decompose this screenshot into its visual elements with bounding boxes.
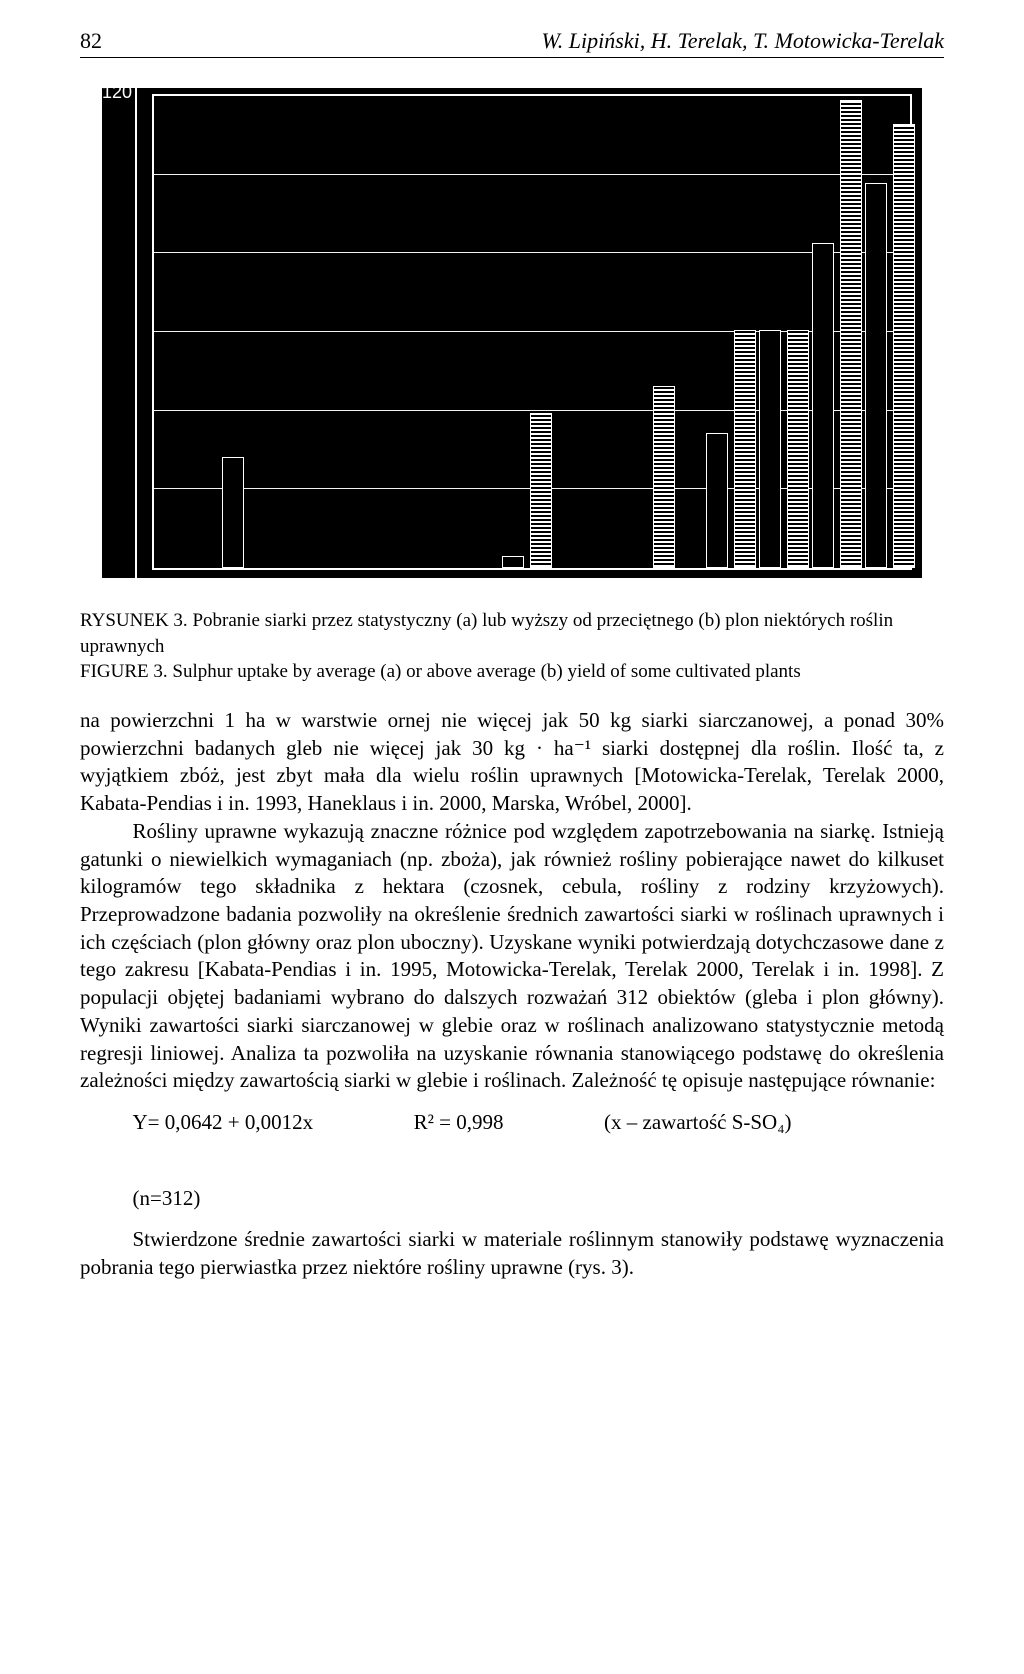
bar-pair [812,100,862,568]
paragraph-3: Stwierdzone średnie zawartości siarki w … [80,1226,944,1281]
y-axis-line [135,88,137,578]
bar-series-a [222,457,244,568]
gridline [154,252,910,253]
bar-pair [222,457,244,568]
eq-x: (x – zawartość S-SO₄) [552,1109,792,1137]
caption-en: FIGURE 3. Sulphur uptake by average (a) … [80,659,944,685]
page-header: 82 W. Lipiński, H. Terelak, T. Motowicka… [80,28,944,58]
eq-r2: R² = 0,998 [361,1109,503,1137]
bar-series-b [893,124,915,568]
caption-pl-label: RYSUNEK 3. [80,610,188,631]
bar-series-a [706,433,728,568]
body-text: na powierzchni 1 ha w warstwie ornej nie… [80,707,944,1282]
bar-series-b [530,413,552,568]
bar-series-b [840,100,862,568]
figure-3-container: 120 —— [80,88,944,578]
caption-pl-text: Pobranie siarki przez statystyczny (a) l… [80,610,893,657]
x-axis-dash: — [608,572,622,588]
bar-series-b [787,330,809,568]
bar-pair [502,413,552,568]
bar-pair [759,330,809,568]
x-axis-dash: — [411,572,425,588]
caption-pl: RYSUNEK 3. Pobranie siarki przez statyst… [80,608,944,659]
y-axis-label: 120 [102,82,132,103]
bar-series-b [734,330,756,568]
eq-y: Y= 0,0642 + 0,0012x [80,1109,313,1137]
gridline [154,174,910,175]
equation-line: Y= 0,0642 + 0,0012x R² = 0,998 (x – zawa… [80,1109,944,1212]
figure-caption: RYSUNEK 3. Pobranie siarki przez statyst… [80,608,944,685]
bar-series-a [865,183,887,568]
figure-3-chart: 120 —— [102,88,922,578]
bar-series-a [759,330,781,568]
caption-en-text: Sulphur uptake by average (a) or above a… [172,661,800,682]
bar-pair [653,386,675,568]
bar-pair [865,124,915,568]
bar-series-a [812,243,834,568]
authors: W. Lipiński, H. Terelak, T. Motowicka-Te… [541,28,944,54]
page-number: 82 [80,28,102,54]
bar-series-a [502,556,524,568]
bar-pair [706,330,756,568]
eq-n: (n=312) [80,1185,200,1213]
paragraph-2: Rośliny uprawne wykazują znaczne różnice… [80,818,944,1095]
chart-plot-area: —— [152,94,912,570]
paragraph-1: na powierzchni 1 ha w warstwie ornej nie… [80,707,944,818]
caption-en-label: FIGURE 3. [80,661,168,682]
bar-series-b [653,386,675,568]
